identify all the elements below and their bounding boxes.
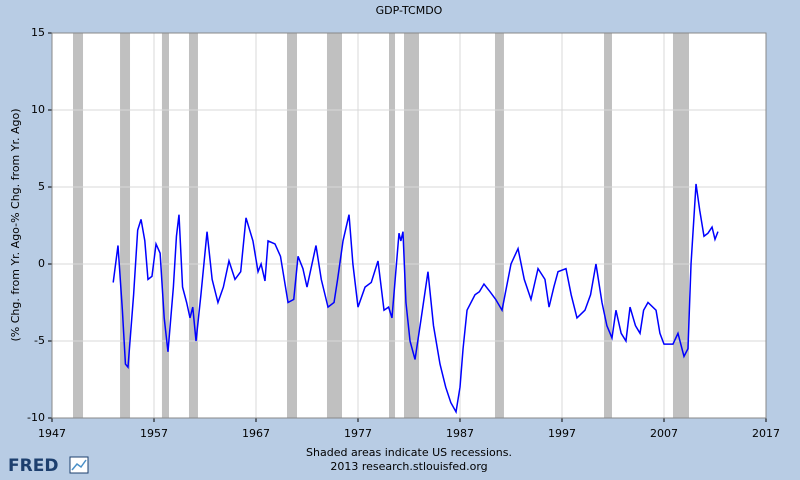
recession-band bbox=[389, 33, 396, 418]
data-line bbox=[112, 183, 719, 415]
recession-band bbox=[672, 33, 689, 418]
recession-band bbox=[404, 33, 419, 418]
x-tick-label: 1967 bbox=[242, 427, 270, 440]
recession-band bbox=[161, 33, 169, 418]
y-tick-label: 0 bbox=[38, 257, 45, 270]
recession-band bbox=[287, 33, 298, 418]
recession-band bbox=[326, 33, 342, 418]
x-tick-label: 1947 bbox=[38, 427, 66, 440]
recession-band bbox=[188, 33, 198, 418]
y-tick-label: -10 bbox=[27, 411, 45, 424]
x-tick-label: 1977 bbox=[344, 427, 372, 440]
chart-title: GDP-TCMDO bbox=[376, 4, 443, 17]
recession-band bbox=[494, 33, 504, 418]
y-tick-label: 5 bbox=[38, 180, 45, 193]
recession-band bbox=[120, 33, 131, 418]
y-tick-label: 15 bbox=[31, 26, 45, 39]
plot-frame bbox=[51, 32, 767, 419]
logo: FRED bbox=[8, 456, 58, 476]
footer-note: Shaded areas indicate US recessions. bbox=[306, 446, 512, 459]
x-tick-label: 1997 bbox=[548, 427, 576, 440]
x-tick-label: 2007 bbox=[650, 427, 678, 440]
recession-band bbox=[604, 33, 612, 418]
x-tick-label: 1987 bbox=[446, 427, 474, 440]
y-axis-label: (% Chg. from Yr. Ago-% Chg. from Yr. Ago… bbox=[9, 108, 22, 341]
y-tick-label: 10 bbox=[31, 103, 45, 116]
recession-band bbox=[73, 33, 84, 418]
footer-source: 2013 research.stlouisfed.org bbox=[330, 460, 487, 473]
x-tick-label: 1957 bbox=[140, 427, 168, 440]
logo-icon-line bbox=[71, 459, 87, 471]
x-tick-label: 2017 bbox=[752, 427, 780, 440]
y-tick-label: -5 bbox=[34, 334, 45, 347]
